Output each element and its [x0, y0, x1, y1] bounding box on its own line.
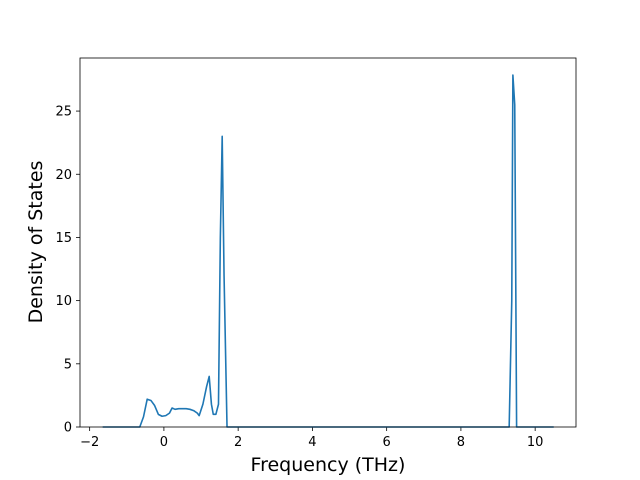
y-tick-label: 25	[55, 105, 72, 120]
y-tick-label: 15	[55, 231, 72, 246]
y-tick-label: 20	[55, 168, 72, 183]
x-tick-label: 2	[234, 435, 242, 450]
x-tick-label: 10	[527, 435, 544, 450]
x-tick-label: 0	[160, 435, 168, 450]
x-axis-label: Frequency (THz)	[251, 454, 406, 476]
x-tick-label: 8	[457, 435, 465, 450]
y-axis-label: Density of States	[25, 161, 47, 324]
y-tick-label: 10	[55, 294, 72, 309]
y-tick-label: 5	[64, 357, 72, 372]
x-tick-label: −2	[80, 435, 99, 450]
x-tick-label: 4	[308, 435, 316, 450]
plot-frame	[79, 57, 577, 428]
y-tick-label: 0	[64, 421, 72, 436]
x-tick-label: 6	[383, 435, 391, 450]
